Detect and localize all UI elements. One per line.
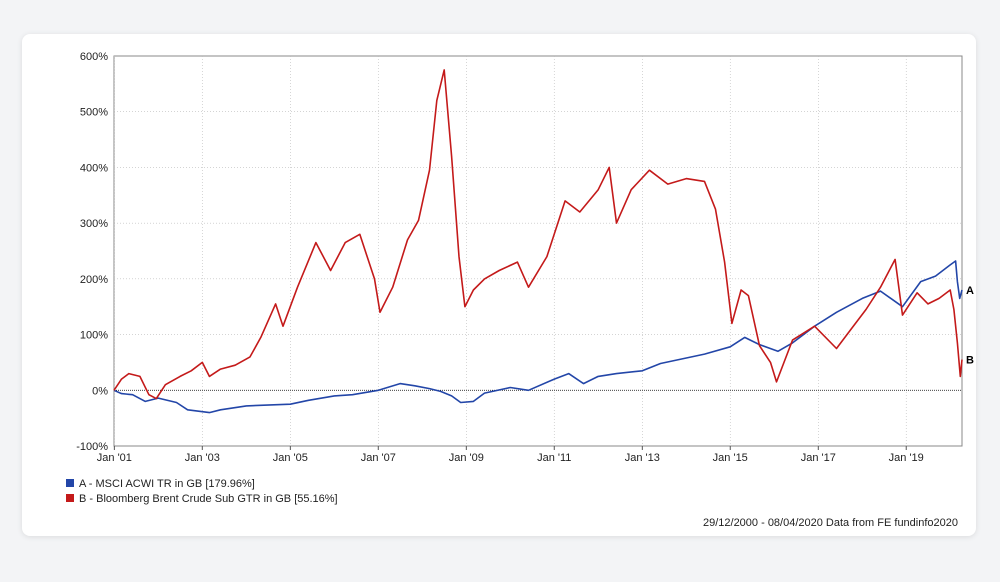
x-tick-label: Jan '13 <box>625 452 660 464</box>
y-tick-label: 200% <box>80 274 108 286</box>
series-line-b <box>113 69 963 400</box>
end-label-b: B <box>966 355 974 367</box>
y-tick-label: 400% <box>80 162 108 174</box>
series-lines <box>113 69 963 414</box>
x-tick-label: Jan '17 <box>801 452 836 464</box>
series-line-a <box>113 260 963 414</box>
date-range-footer: 29/12/2000 - 08/04/2020 Data from FE fun… <box>703 517 958 529</box>
y-tick-label: 0% <box>92 385 108 397</box>
series-end-labels: AB <box>966 285 974 367</box>
x-tick-label: Jan '03 <box>185 452 220 464</box>
x-tick-label: Jan '01 <box>97 452 132 464</box>
plot-frame <box>113 55 963 447</box>
legend: A - MSCI ACWI TR in GB [179.96%] B - Bloo… <box>66 478 338 505</box>
y-tick-label: 500% <box>80 107 108 119</box>
legend-label-a: A - MSCI ACWI TR in GB [179.96%] <box>79 478 255 490</box>
legend-label-b: B - Bloomberg Brent Crude Sub GTR in GB … <box>79 493 338 505</box>
x-tick-label: Jan '19 <box>889 452 924 464</box>
x-tick-label: Jan '05 <box>273 452 308 464</box>
gridlines <box>113 55 963 447</box>
y-tick-label: 300% <box>80 218 108 230</box>
x-tick-label: Jan '15 <box>713 452 748 464</box>
legend-swatch-a <box>66 479 74 487</box>
x-axis-ticks: Jan '01 Jan '03 Jan '05 Jan '07 Jan '09 Jan '… <box>97 446 924 464</box>
y-tick-label: 600% <box>80 51 108 63</box>
y-tick-label: 100% <box>80 330 108 342</box>
chart-card <box>22 34 976 536</box>
x-tick-label: Jan '09 <box>449 452 484 464</box>
end-label-a: A <box>966 285 974 297</box>
legend-swatch-b <box>66 494 74 502</box>
y-tick-label: -100% <box>76 441 108 453</box>
x-tick-label: Jan '11 <box>537 452 571 464</box>
x-tick-label: Jan '07 <box>361 452 396 464</box>
y-axis-ticks: -100% 0% 100% 200% 300% 400% 500% 600% <box>76 51 108 453</box>
